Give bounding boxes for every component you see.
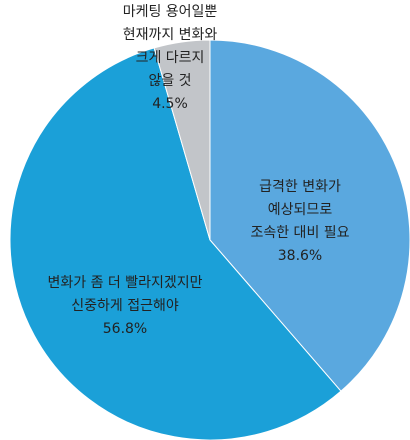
slice-label: 변화가 좀 더 빨라지겠지만: [47, 275, 202, 291]
slice-label: 현재까지 변화와: [123, 27, 218, 43]
slice-label: 크게 다르지: [136, 50, 205, 66]
pie-slice: [9, 47, 342, 440]
slice-label: 조속한 대비 필요: [250, 225, 349, 241]
slice-label: 급격한 변화가: [259, 179, 341, 195]
pie-slice: [209, 39, 410, 392]
pie-slice: [153, 39, 211, 241]
slice-label: 예상되므로: [268, 202, 333, 218]
slice-label: 않을 것: [148, 73, 191, 89]
value-label: 4.5%: [152, 96, 188, 112]
value-label: 56.8%: [103, 321, 147, 337]
slice-label: 마케팅 용어일뿐: [123, 4, 218, 20]
slice-label: 신중하게 접근해야: [71, 298, 179, 314]
value-label: 38.6%: [278, 248, 322, 264]
